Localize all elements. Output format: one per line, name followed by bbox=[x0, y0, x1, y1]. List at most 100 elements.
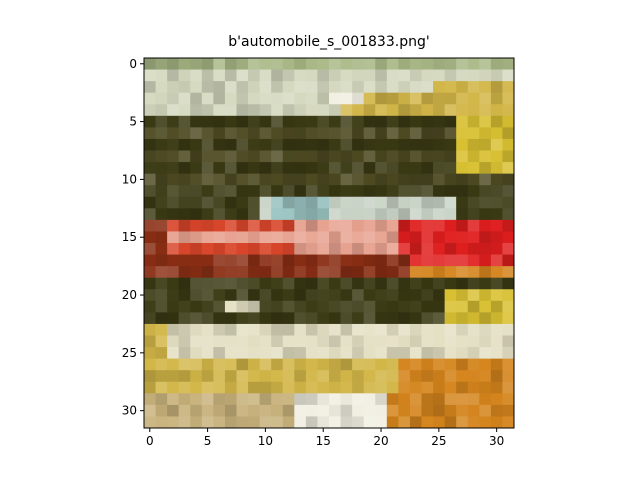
image-pixel bbox=[352, 266, 365, 279]
image-pixel bbox=[398, 115, 411, 128]
image-pixel bbox=[224, 208, 237, 221]
image-pixel bbox=[433, 277, 446, 290]
image-pixel bbox=[178, 162, 191, 175]
image-pixel bbox=[236, 196, 249, 209]
image-pixel bbox=[409, 254, 422, 267]
image-pixel bbox=[479, 138, 492, 151]
image-pixel bbox=[479, 243, 492, 255]
image-pixel bbox=[259, 69, 272, 82]
image-pixel bbox=[305, 173, 318, 186]
image-pixel bbox=[271, 323, 284, 336]
image-pixel bbox=[479, 58, 492, 70]
image-pixel bbox=[167, 208, 180, 221]
image-pixel bbox=[248, 243, 261, 255]
image-pixel bbox=[340, 358, 353, 371]
image-pixel bbox=[248, 208, 261, 221]
image-pixel bbox=[201, 277, 214, 290]
image-pixel bbox=[201, 162, 214, 175]
image-pixel bbox=[282, 254, 295, 267]
image-pixel bbox=[352, 393, 365, 406]
image-pixel bbox=[190, 104, 203, 117]
image-pixel bbox=[178, 370, 191, 383]
image-pixel bbox=[421, 289, 434, 302]
image-pixel bbox=[502, 196, 515, 209]
image-pixel bbox=[352, 219, 365, 232]
image-pixel bbox=[224, 115, 237, 128]
image-pixel bbox=[224, 289, 237, 302]
image-pixel bbox=[201, 289, 214, 302]
image-pixel bbox=[490, 393, 503, 406]
image-pixel bbox=[317, 138, 330, 151]
image-pixel bbox=[456, 58, 469, 70]
image-pixel bbox=[502, 277, 515, 290]
image-pixel bbox=[305, 162, 318, 175]
image-pixel bbox=[490, 162, 503, 175]
image-pixel bbox=[421, 277, 434, 290]
image-pixel bbox=[456, 358, 469, 371]
image-pixel bbox=[352, 92, 365, 105]
image-pixel bbox=[155, 115, 168, 128]
image-pixel bbox=[340, 393, 353, 406]
image-pixel bbox=[433, 323, 446, 336]
image-pixel bbox=[248, 173, 261, 186]
image-pixel bbox=[352, 81, 365, 94]
image-pixel bbox=[190, 92, 203, 105]
image-pixel bbox=[248, 277, 261, 290]
image-pixel bbox=[178, 69, 191, 82]
image-pixel bbox=[502, 381, 515, 394]
image-pixel bbox=[144, 335, 156, 348]
image-pixel bbox=[456, 104, 469, 117]
image-pixel bbox=[259, 323, 272, 336]
image-pixel bbox=[236, 127, 249, 140]
image-pixel bbox=[502, 231, 515, 244]
image-pixel bbox=[329, 266, 341, 279]
image-pixel bbox=[167, 347, 180, 360]
image-pixel bbox=[352, 370, 365, 383]
image-pixel bbox=[398, 127, 411, 140]
image-pixel bbox=[409, 92, 422, 105]
image-pixel bbox=[167, 289, 180, 302]
image-pixel bbox=[409, 416, 422, 429]
image-pixel bbox=[236, 277, 249, 290]
image-pixel bbox=[502, 289, 515, 302]
y-tick-label: 15 bbox=[122, 230, 137, 244]
image-pixel bbox=[490, 92, 503, 105]
image-pixel bbox=[190, 231, 203, 244]
image-pixel bbox=[444, 393, 457, 406]
image-pixel bbox=[178, 173, 191, 186]
image-pixel bbox=[421, 404, 434, 417]
image-pixel bbox=[213, 58, 226, 70]
image-pixel bbox=[490, 81, 503, 94]
image-pixel bbox=[167, 196, 180, 209]
image-pixel bbox=[467, 358, 480, 371]
image-pixel bbox=[224, 150, 237, 163]
image-pixel bbox=[375, 289, 388, 302]
image-pixel bbox=[317, 127, 330, 140]
image-pixel bbox=[329, 219, 341, 232]
image-pixel bbox=[282, 138, 295, 151]
image-pixel bbox=[271, 347, 284, 360]
image-pixel bbox=[340, 243, 353, 255]
image-pixel bbox=[167, 127, 180, 140]
image-pixel bbox=[479, 335, 492, 348]
image-pixel bbox=[421, 173, 434, 186]
image-pixel bbox=[363, 404, 376, 417]
image-pixel bbox=[375, 404, 388, 417]
image-pixel bbox=[456, 69, 469, 82]
image-pixel bbox=[236, 312, 249, 325]
image-pixel bbox=[201, 300, 214, 313]
image-pixel bbox=[248, 104, 261, 117]
image-pixel bbox=[224, 358, 237, 371]
image-pixel bbox=[144, 92, 156, 105]
image-pixel bbox=[386, 150, 399, 163]
image-pixel bbox=[444, 277, 457, 290]
image-pixel bbox=[224, 416, 237, 429]
image-pixel bbox=[467, 208, 480, 221]
image-pixel bbox=[224, 370, 237, 383]
image-pixel bbox=[502, 208, 515, 221]
image-pixel bbox=[305, 393, 318, 406]
image-pixel bbox=[178, 254, 191, 267]
image-pixel bbox=[398, 185, 411, 198]
image-pixel bbox=[224, 335, 237, 348]
image-pixel bbox=[398, 81, 411, 94]
